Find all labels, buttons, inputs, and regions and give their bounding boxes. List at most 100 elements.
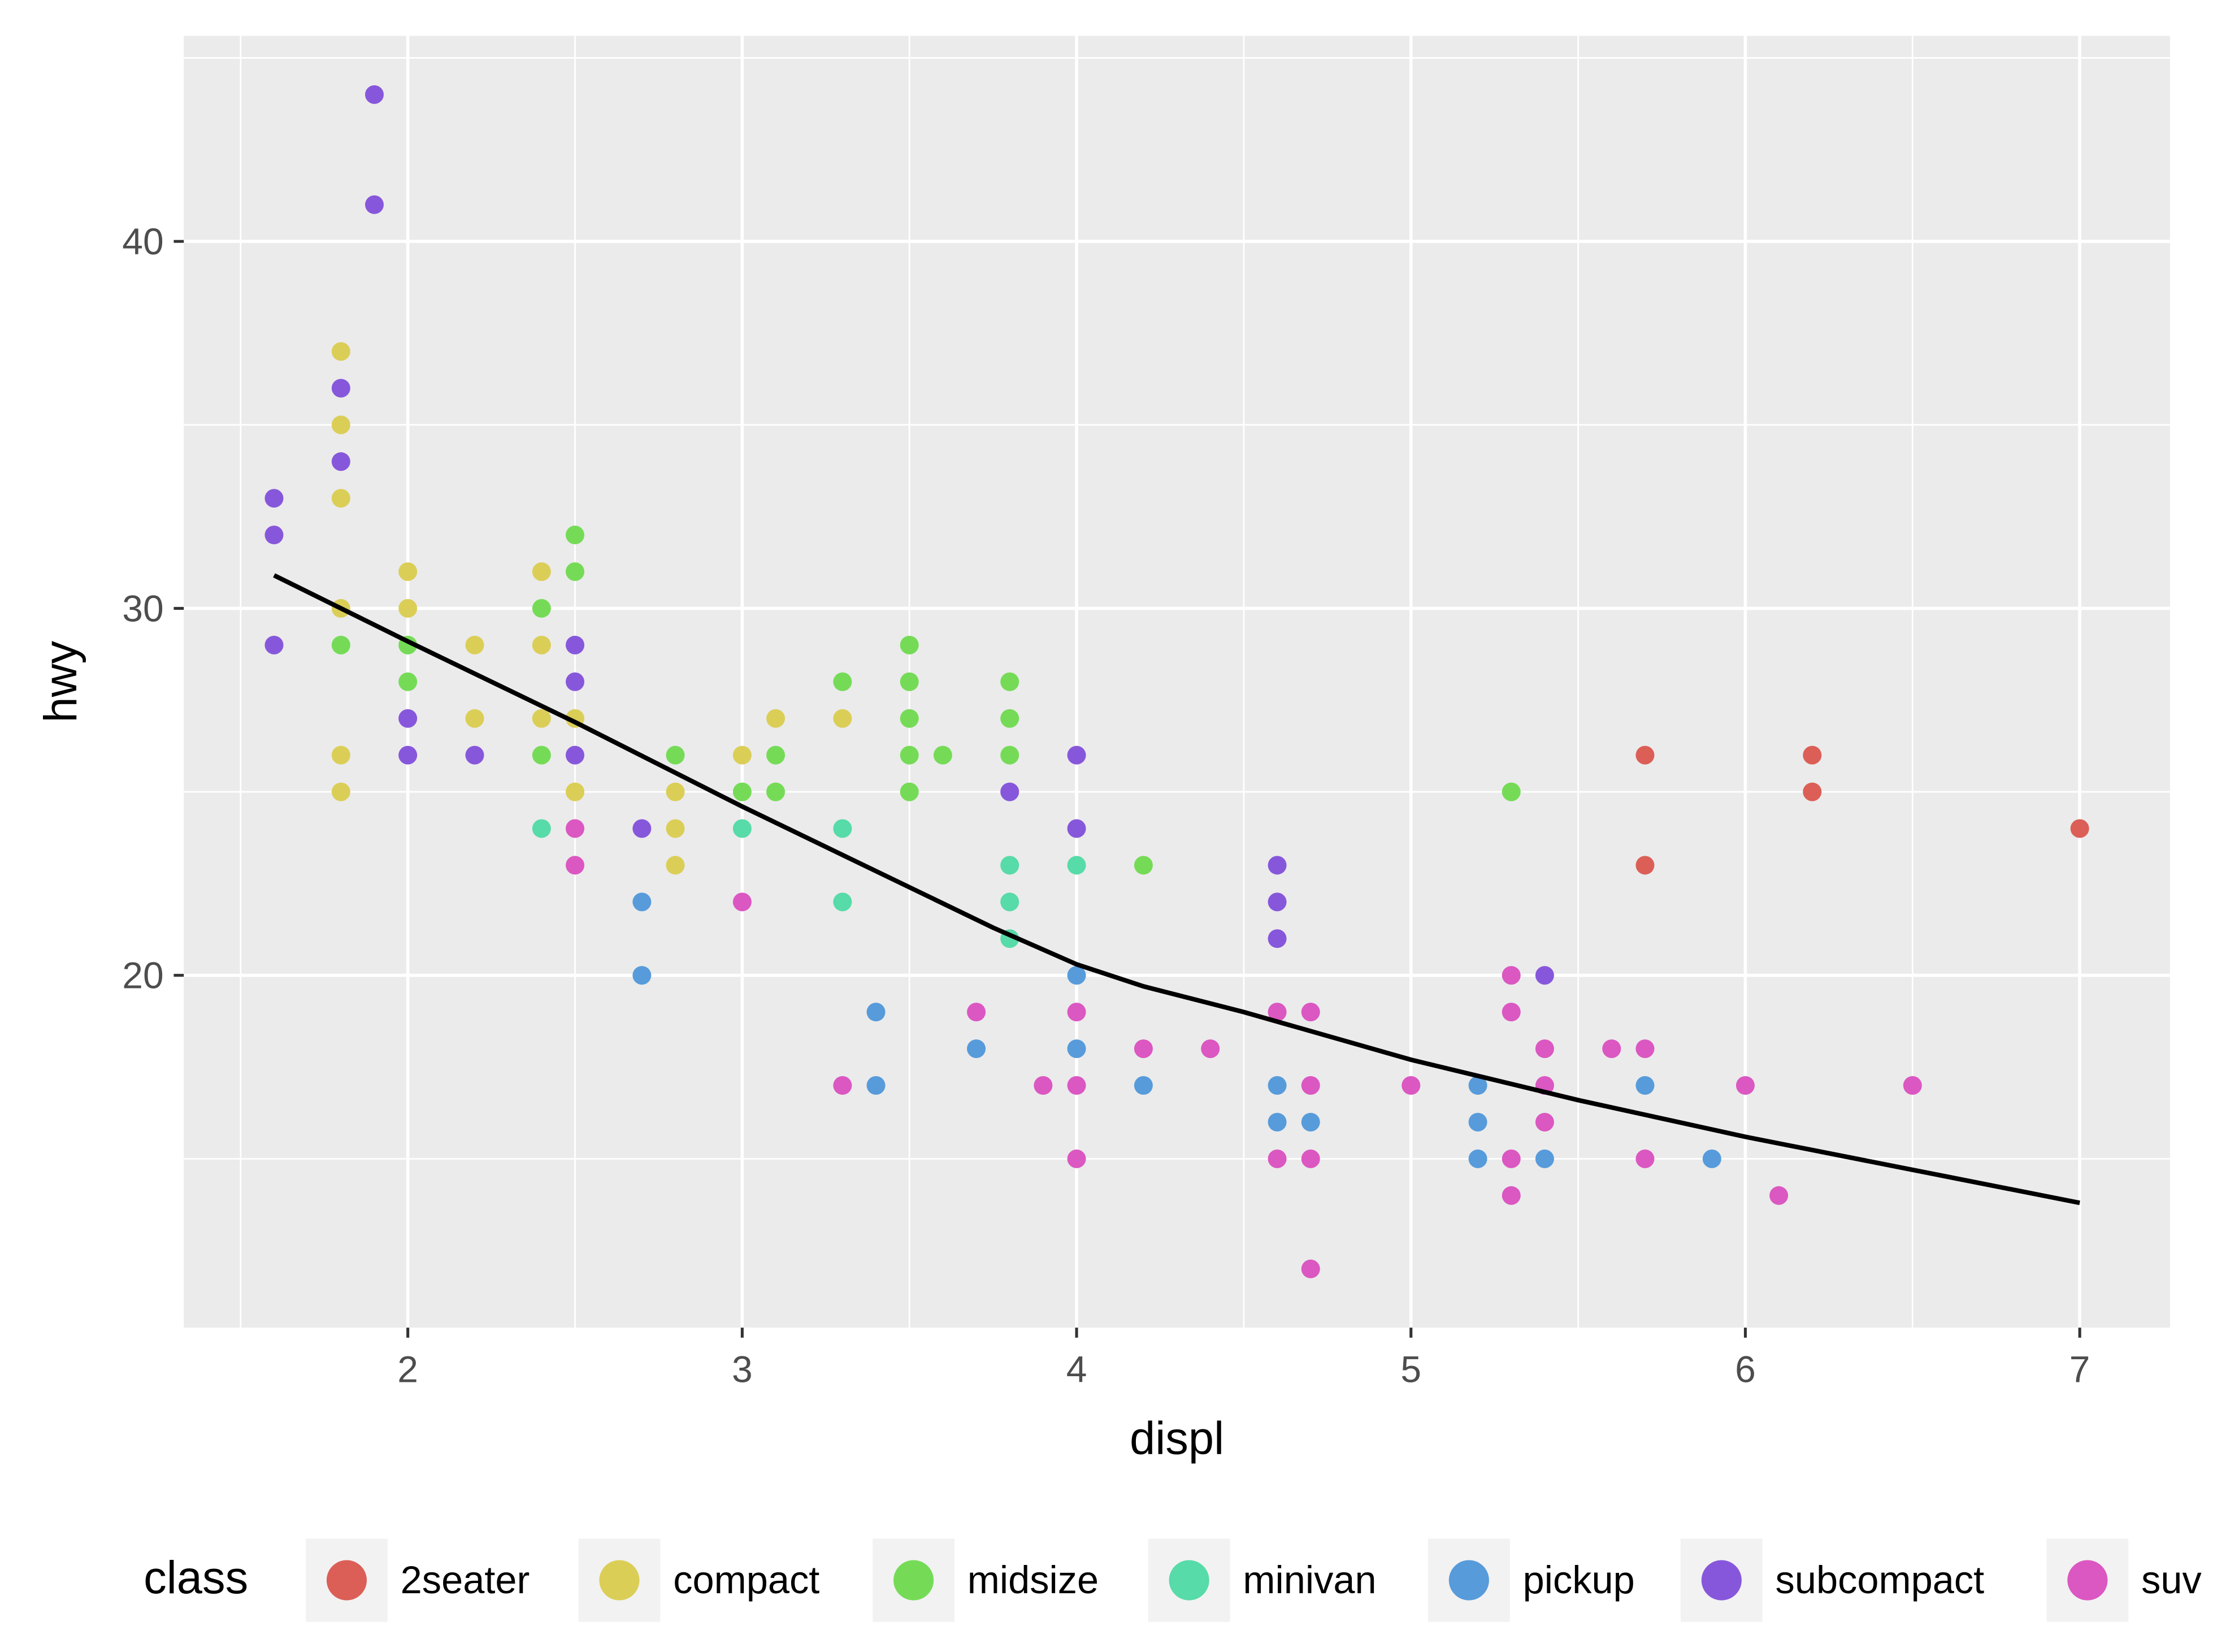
point-minivan xyxy=(732,819,752,838)
point-compact xyxy=(766,709,786,728)
point-minivan xyxy=(1000,892,1019,912)
point-pickup xyxy=(866,1076,886,1095)
x-tick-label: 4 xyxy=(1066,1349,1087,1390)
point-suv xyxy=(1535,1039,1554,1059)
point-minivan xyxy=(1000,856,1019,875)
y-axis-label: hwy xyxy=(35,641,86,723)
point-suv xyxy=(967,1003,986,1022)
point-suv xyxy=(1903,1076,1922,1095)
point-minivan xyxy=(833,819,852,838)
point-midsize xyxy=(1000,745,1019,765)
point-suv xyxy=(1067,1003,1086,1022)
point-pickup xyxy=(1268,1112,1287,1131)
legend-swatch xyxy=(1448,1560,1489,1601)
point-compact xyxy=(833,709,852,728)
point-suv xyxy=(1502,1186,1521,1205)
y-tick-label: 20 xyxy=(122,955,163,996)
point-midsize xyxy=(1502,782,1521,801)
point-compact xyxy=(465,709,484,728)
x-tick-label: 7 xyxy=(2069,1349,2090,1390)
major-gridlines xyxy=(184,36,2170,1328)
point-minivan xyxy=(532,819,551,838)
point-subcompact xyxy=(566,672,585,691)
point-midsize xyxy=(900,709,919,728)
point-compact xyxy=(532,562,551,581)
point-2seater xyxy=(2070,819,2089,838)
point-compact xyxy=(666,782,685,801)
point-midsize xyxy=(331,635,350,654)
point-suv xyxy=(1067,1076,1086,1095)
point-suv xyxy=(732,892,752,912)
point-midsize xyxy=(666,745,685,765)
point-suv xyxy=(1502,966,1521,985)
point-suv xyxy=(1602,1039,1621,1059)
legend-label: midsize xyxy=(967,1558,1099,1602)
point-midsize xyxy=(766,745,786,765)
point-midsize xyxy=(900,745,919,765)
point-suv xyxy=(1134,1039,1153,1059)
point-subcompact xyxy=(365,195,384,214)
point-pickup xyxy=(1468,1112,1487,1131)
point-suv xyxy=(1535,1112,1554,1131)
legend-item-suv: suv xyxy=(2046,1538,2202,1622)
point-2seater xyxy=(1635,856,1655,875)
point-2seater xyxy=(1803,782,1822,801)
point-midsize xyxy=(566,526,585,545)
point-pickup xyxy=(1535,1149,1554,1168)
point-suv xyxy=(1735,1076,1755,1095)
data-points xyxy=(264,85,2089,1278)
point-suv xyxy=(1301,1076,1320,1095)
point-compact xyxy=(532,709,551,728)
legend-item-minivan: minivan xyxy=(1148,1538,1377,1622)
point-midsize xyxy=(1000,709,1019,728)
point-compact xyxy=(532,635,551,654)
point-suv xyxy=(1635,1149,1655,1168)
point-midsize xyxy=(732,782,752,801)
point-pickup xyxy=(1134,1076,1153,1095)
point-pickup xyxy=(632,966,652,985)
point-2seater xyxy=(1803,745,1822,765)
smooth-line xyxy=(273,573,2080,1206)
point-suv xyxy=(1201,1039,1220,1059)
point-subcompact xyxy=(365,85,384,104)
point-subcompact xyxy=(566,635,585,654)
point-pickup xyxy=(1067,1039,1086,1059)
point-compact xyxy=(465,635,484,654)
point-suv xyxy=(1268,1149,1287,1168)
point-minivan xyxy=(1067,856,1086,875)
legend-label: suv xyxy=(2141,1558,2202,1602)
legend-swatch xyxy=(893,1560,934,1601)
x-axis-label: displ xyxy=(1130,1413,1224,1464)
point-2seater xyxy=(1635,745,1655,765)
point-subcompact xyxy=(1268,929,1287,948)
y-tick-label: 30 xyxy=(122,587,163,629)
point-midsize xyxy=(900,635,919,654)
point-compact xyxy=(566,782,585,801)
point-subcompact xyxy=(1067,745,1086,765)
minor-gridlines xyxy=(184,36,2170,1328)
legend-item-midsize: midsize xyxy=(873,1538,1099,1622)
point-subcompact xyxy=(1268,892,1287,912)
point-suv xyxy=(833,1076,852,1095)
point-subcompact xyxy=(264,635,284,654)
point-midsize xyxy=(933,745,952,765)
point-subcompact xyxy=(398,745,418,765)
point-subcompact xyxy=(1268,856,1287,875)
point-pickup xyxy=(1468,1076,1487,1095)
point-pickup xyxy=(967,1039,986,1059)
x-tick-label: 5 xyxy=(1400,1349,1421,1390)
point-suv xyxy=(1301,1003,1320,1022)
point-suv xyxy=(566,856,585,875)
legend-swatch xyxy=(2067,1560,2108,1601)
point-pickup xyxy=(1468,1149,1487,1168)
legend-swatch xyxy=(1169,1560,1209,1601)
y-tick-label: 40 xyxy=(122,220,163,262)
point-compact xyxy=(331,745,350,765)
legend-item-pickup: pickup xyxy=(1427,1538,1635,1622)
point-compact xyxy=(331,415,350,435)
point-midsize xyxy=(1000,672,1019,691)
point-subcompact xyxy=(1067,819,1086,838)
point-suv xyxy=(1635,1039,1655,1059)
plot-panel xyxy=(184,36,2170,1328)
